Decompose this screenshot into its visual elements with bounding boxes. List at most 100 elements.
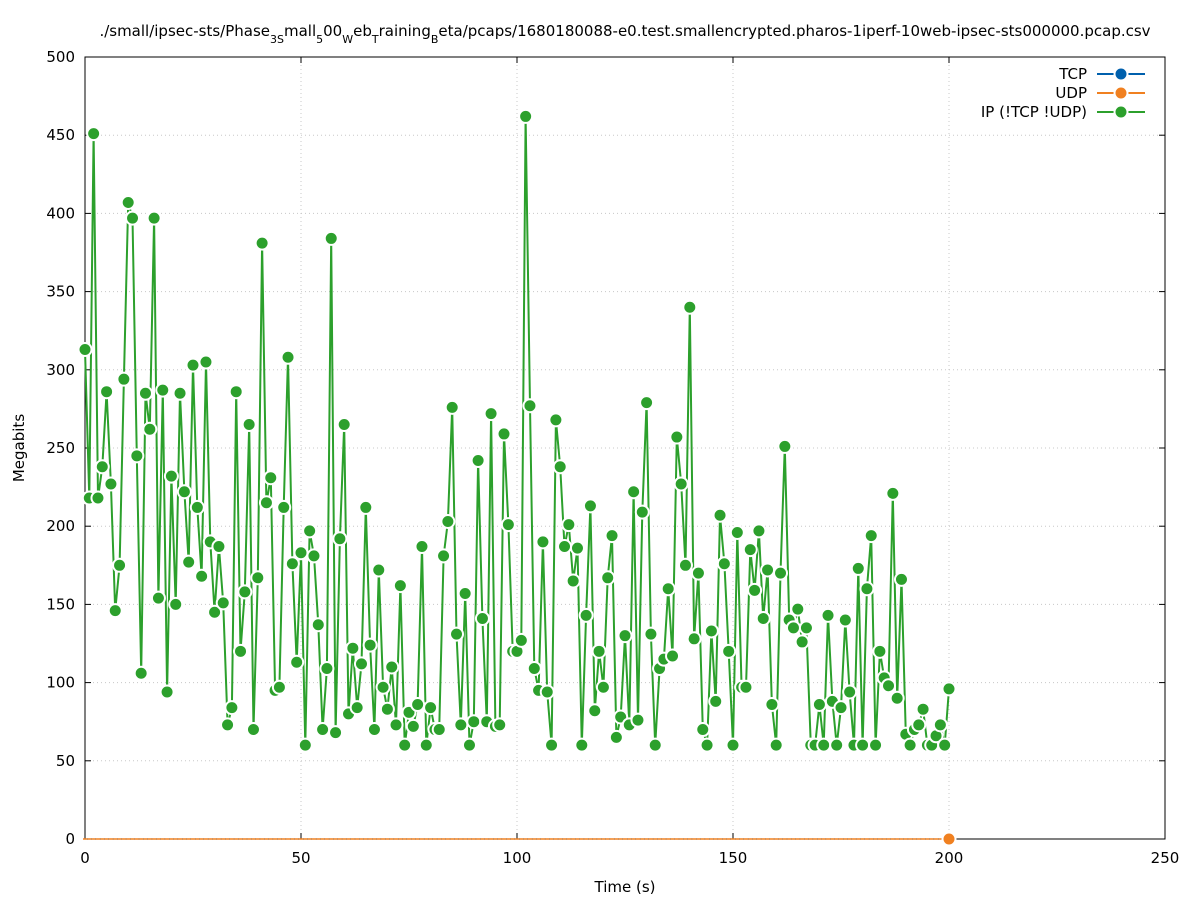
legend-marker (1113, 104, 1129, 120)
ip-point (665, 648, 681, 664)
ip-point (116, 371, 132, 387)
y-tick-label: 500 (46, 48, 75, 66)
ip-point (323, 230, 339, 246)
ip-point (695, 722, 711, 738)
ip-point (293, 545, 309, 561)
ip-point (388, 717, 404, 733)
ip-point (423, 700, 439, 716)
ip-point (328, 725, 344, 741)
ip-point (578, 607, 594, 623)
ip-point (522, 398, 538, 414)
ip-point (384, 659, 400, 675)
y-tick-label: 0 (65, 830, 75, 848)
ip-point (647, 737, 663, 753)
chart-title: ./small/ipsec-sts/Phase3Small500WebTrain… (99, 22, 1150, 46)
ip-point (215, 595, 231, 611)
ip-point (168, 596, 184, 612)
ip-point (557, 539, 573, 555)
x-tick-label: 200 (935, 849, 964, 867)
ip-point (915, 701, 931, 717)
ip-point (634, 504, 650, 520)
ip-point (669, 429, 685, 445)
ip-point (820, 607, 836, 623)
ip-point (397, 737, 413, 753)
ip-point (682, 299, 698, 315)
ip-point (414, 539, 430, 555)
ip-point (868, 737, 884, 753)
ip-point (829, 737, 845, 753)
ip-point (379, 701, 395, 717)
ip-point (289, 654, 305, 670)
ip-point (159, 684, 175, 700)
ip-point (155, 382, 171, 398)
udp-point (941, 831, 957, 847)
ip-point (436, 548, 452, 564)
ip-point (233, 643, 249, 659)
ip-point (932, 717, 948, 733)
ip-point (660, 581, 676, 597)
ip-point (310, 617, 326, 633)
ip-point (885, 485, 901, 501)
ip-point (207, 604, 223, 620)
ip-point (591, 643, 607, 659)
ip-point (405, 718, 421, 734)
ip-point (112, 557, 128, 573)
ip-point (99, 384, 115, 400)
ip-point (336, 417, 352, 433)
ip-point (176, 484, 192, 500)
ip-point (444, 399, 460, 415)
ip-point (699, 737, 715, 753)
ip-point (548, 412, 564, 428)
series-layer (77, 108, 957, 847)
ip-point (777, 438, 793, 454)
ip-point (362, 637, 378, 653)
ip-point (842, 684, 858, 700)
ip-point (254, 235, 270, 251)
ip-point (855, 737, 871, 753)
ip-point (716, 556, 732, 572)
ip-point (163, 468, 179, 484)
ip-point (137, 385, 153, 401)
ip-point (626, 484, 642, 500)
ip-point (785, 620, 801, 636)
ip-point (496, 426, 512, 442)
ip-point (708, 693, 724, 709)
ip-point (833, 700, 849, 716)
y-tick-label: 50 (56, 752, 75, 770)
ip-point (617, 628, 633, 644)
ip-point (129, 448, 145, 464)
ip-point (565, 573, 581, 589)
ip-point (639, 395, 655, 411)
y-tick-label: 400 (46, 204, 75, 222)
ip-point (271, 679, 287, 695)
ip-point (220, 717, 236, 733)
ticks: 0 50 100 150 200 250 300 350 400 450 500 0 50 100 150 2… (46, 48, 1179, 867)
x-tick-label: 250 (1151, 849, 1180, 867)
ip-point (297, 737, 313, 753)
ip-point (185, 357, 201, 373)
ip-point (133, 665, 149, 681)
ip-point (859, 581, 875, 597)
ip-point (595, 679, 611, 695)
ip-point (306, 548, 322, 564)
legend-marker (1113, 66, 1129, 82)
ip-point (872, 643, 888, 659)
ip-point (798, 620, 814, 636)
ip-point (319, 661, 335, 677)
ip-point (94, 459, 110, 475)
legend-label: UDP (1055, 84, 1087, 102)
ip-point (712, 507, 728, 523)
ip-point (643, 626, 659, 642)
ip-point (582, 498, 598, 514)
ip-point (742, 542, 758, 558)
ip-point (302, 523, 318, 539)
ip-point (418, 737, 434, 753)
ip-point (375, 679, 391, 695)
ip-point (483, 406, 499, 422)
ip-point (371, 562, 387, 578)
ip-point (721, 643, 737, 659)
ip-point (349, 700, 365, 716)
ip-point (630, 712, 646, 728)
legend-label: TCP (1058, 65, 1087, 83)
